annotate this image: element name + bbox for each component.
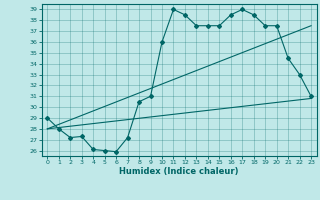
X-axis label: Humidex (Indice chaleur): Humidex (Indice chaleur) <box>119 167 239 176</box>
